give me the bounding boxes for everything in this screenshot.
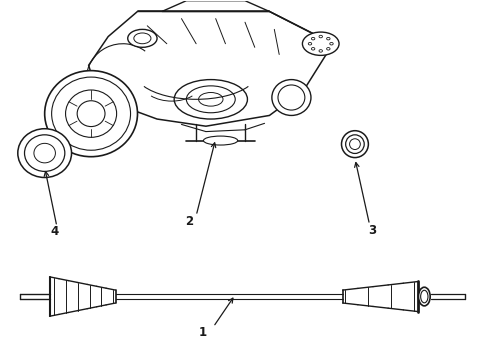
Polygon shape xyxy=(162,1,270,12)
Ellipse shape xyxy=(272,80,311,116)
Ellipse shape xyxy=(128,30,157,47)
Polygon shape xyxy=(89,12,333,126)
Ellipse shape xyxy=(302,32,339,55)
Text: 2: 2 xyxy=(185,215,193,228)
Ellipse shape xyxy=(203,136,238,145)
Text: 3: 3 xyxy=(368,224,376,237)
Ellipse shape xyxy=(342,131,368,158)
Ellipse shape xyxy=(418,287,430,306)
Ellipse shape xyxy=(45,71,138,157)
Text: 1: 1 xyxy=(198,326,207,339)
Ellipse shape xyxy=(174,80,247,119)
Ellipse shape xyxy=(18,129,72,177)
Text: 4: 4 xyxy=(50,225,59,238)
